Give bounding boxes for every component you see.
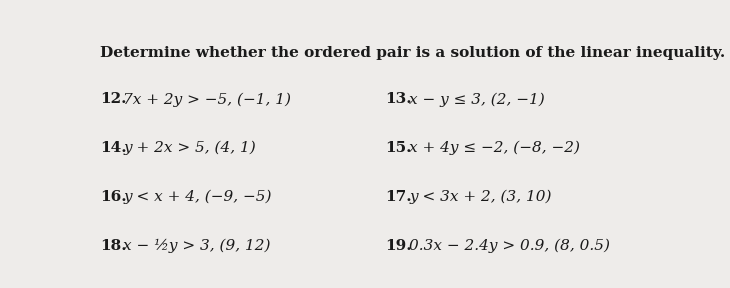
Text: 17.: 17. [385, 190, 412, 204]
Text: y + 2x > 5, (4, 1): y + 2x > 5, (4, 1) [123, 141, 256, 156]
Text: x − y ≤ 3, (2, −1): x − y ≤ 3, (2, −1) [410, 92, 545, 107]
Text: 18.: 18. [100, 238, 126, 253]
Text: 12.: 12. [100, 92, 126, 106]
Text: y < 3x + 2, (3, 10): y < 3x + 2, (3, 10) [410, 190, 552, 204]
Text: x − ½y > 3, (9, 12): x − ½y > 3, (9, 12) [123, 238, 271, 253]
Text: 14.: 14. [100, 141, 126, 155]
Text: y < x + 4, (−9, −5): y < x + 4, (−9, −5) [123, 190, 272, 204]
Text: 7x + 2y > −5, (−1, 1): 7x + 2y > −5, (−1, 1) [123, 92, 291, 107]
Text: 19.: 19. [385, 238, 412, 253]
Text: Determine whether the ordered pair is a solution of the linear inequality.: Determine whether the ordered pair is a … [100, 46, 725, 60]
Text: x + 4y ≤ −2, (−8, −2): x + 4y ≤ −2, (−8, −2) [410, 141, 580, 156]
Text: 15.: 15. [385, 141, 412, 155]
Text: 13.: 13. [385, 92, 412, 106]
Text: 16.: 16. [100, 190, 126, 204]
Text: 0.3x − 2.4y > 0.9, (8, 0.5): 0.3x − 2.4y > 0.9, (8, 0.5) [410, 238, 610, 253]
